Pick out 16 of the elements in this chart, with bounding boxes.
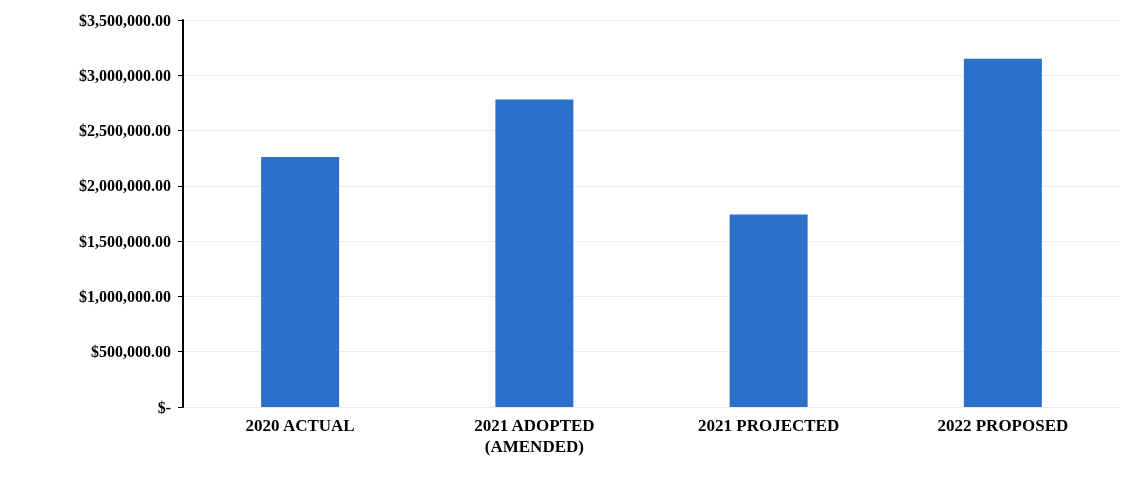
y-tick-label: $500,000.00 xyxy=(91,343,171,361)
x-tick-label: 2021 ADOPTED (AMENDED) xyxy=(474,416,595,456)
y-tick-label: $2,000,000.00 xyxy=(79,177,171,195)
y-tick-label: $2,500,000.00 xyxy=(79,122,171,140)
y-tick-label: $3,500,000.00 xyxy=(79,11,171,29)
y-tick-label: $1,000,000.00 xyxy=(79,287,171,305)
x-tick-label: 2020 ACTUAL xyxy=(245,416,355,435)
x-tick-label: 2022 PROPOSED xyxy=(937,416,1069,435)
x-tick-label: 2021 PROJECTED xyxy=(698,416,840,435)
y-tick-label: $3,000,000.00 xyxy=(79,66,171,84)
y-tick-label: $- xyxy=(157,398,171,416)
bar xyxy=(729,214,808,407)
bar xyxy=(963,58,1042,407)
bar xyxy=(261,157,340,407)
y-tick-label: $1,500,000.00 xyxy=(79,232,171,250)
bar xyxy=(495,99,574,407)
